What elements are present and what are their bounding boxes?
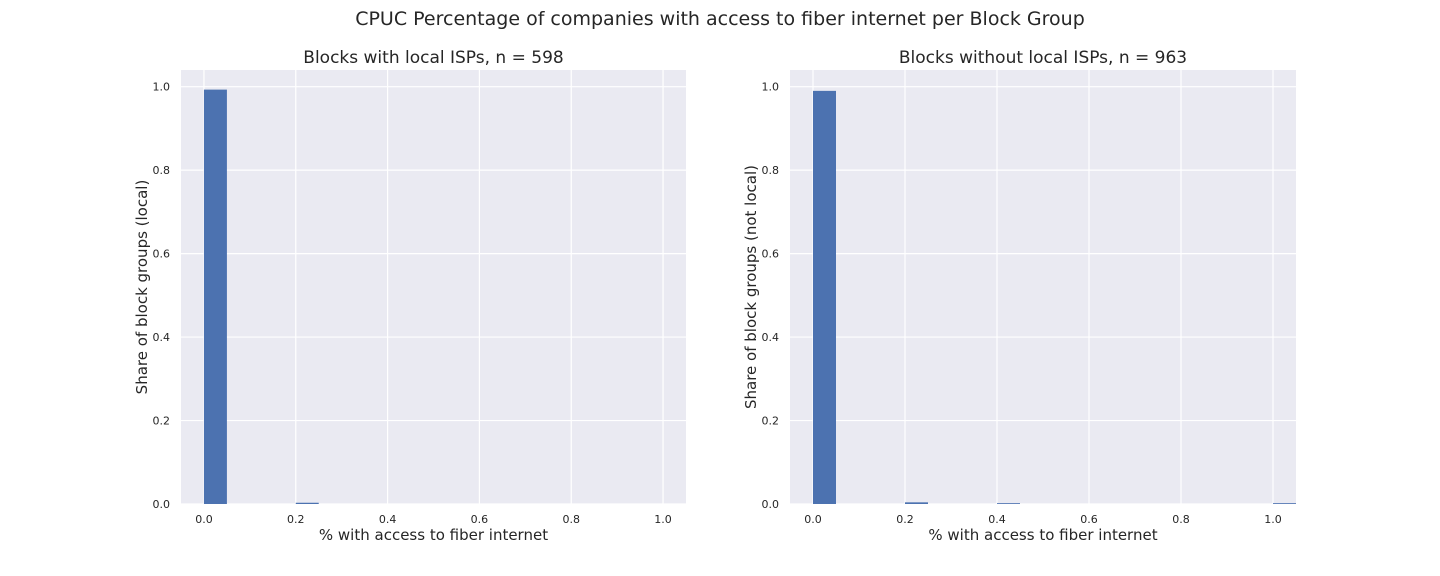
x-tick-label: 1.0 <box>1264 513 1282 526</box>
y-tick-label: 0.6 <box>762 248 780 261</box>
histogram-bar <box>997 503 1020 504</box>
y-tick-label: 0.8 <box>153 164 171 177</box>
chart-title: Blocks without local ISPs, n = 963 <box>899 48 1187 68</box>
figure-title: CPUC Percentage of companies with access… <box>355 8 1085 30</box>
chart-panel-1: 0.0 0.2 0.4 0.6 0.8 1.0 0.0 0.2 0.4 0.6 0.8 1.0 Bloc… <box>133 48 686 544</box>
y-tick-label: 0.4 <box>153 331 171 344</box>
y-tick-label: 1.0 <box>153 81 171 94</box>
histogram-bar <box>203 89 227 504</box>
chart-panel-2: 0.0 0.2 0.4 0.6 0.8 1.0 0.0 0.2 0.4 0.6 0.8 1.0 Bloc… <box>742 48 1296 544</box>
x-tick-label: 0.6 <box>1080 513 1098 526</box>
y-tick-label: 0.2 <box>153 415 171 428</box>
x-axis-label: % with access to fiber internet <box>928 526 1157 544</box>
plot-area <box>790 70 1296 504</box>
x-tick-label: 0.4 <box>379 513 397 526</box>
y-tick-label: 0.0 <box>762 498 780 511</box>
x-tick-label: 0.4 <box>988 513 1006 526</box>
x-tick-label: 0.0 <box>804 513 822 526</box>
plot-area <box>181 70 686 504</box>
x-axis-label: % with access to fiber internet <box>319 526 548 544</box>
y-axis-label: Share of block groups (not local) <box>742 165 760 409</box>
histogram-bar <box>905 502 928 504</box>
x-tick-label: 0.8 <box>562 513 580 526</box>
x-tick-label: 0.2 <box>896 513 914 526</box>
y-tick-label: 0.8 <box>762 164 780 177</box>
histogram-bar <box>813 90 836 504</box>
chart-title: Blocks with local ISPs, n = 598 <box>303 48 563 68</box>
y-tick-label: 0.2 <box>762 415 780 428</box>
y-tick-label: 1.0 <box>762 81 780 94</box>
x-tick-label: 0.6 <box>471 513 489 526</box>
histogram-bar <box>295 502 319 504</box>
y-tick-label: 0.4 <box>762 331 780 344</box>
y-tick-label: 0.0 <box>153 498 171 511</box>
y-axis-label: Share of block groups (local) <box>133 180 151 395</box>
y-tick-label: 0.6 <box>153 248 171 261</box>
x-tick-label: 0.2 <box>287 513 305 526</box>
x-tick-label: 0.0 <box>195 513 213 526</box>
x-tick-label: 1.0 <box>654 513 672 526</box>
x-tick-label: 0.8 <box>1172 513 1190 526</box>
histogram-bar <box>1273 503 1296 504</box>
